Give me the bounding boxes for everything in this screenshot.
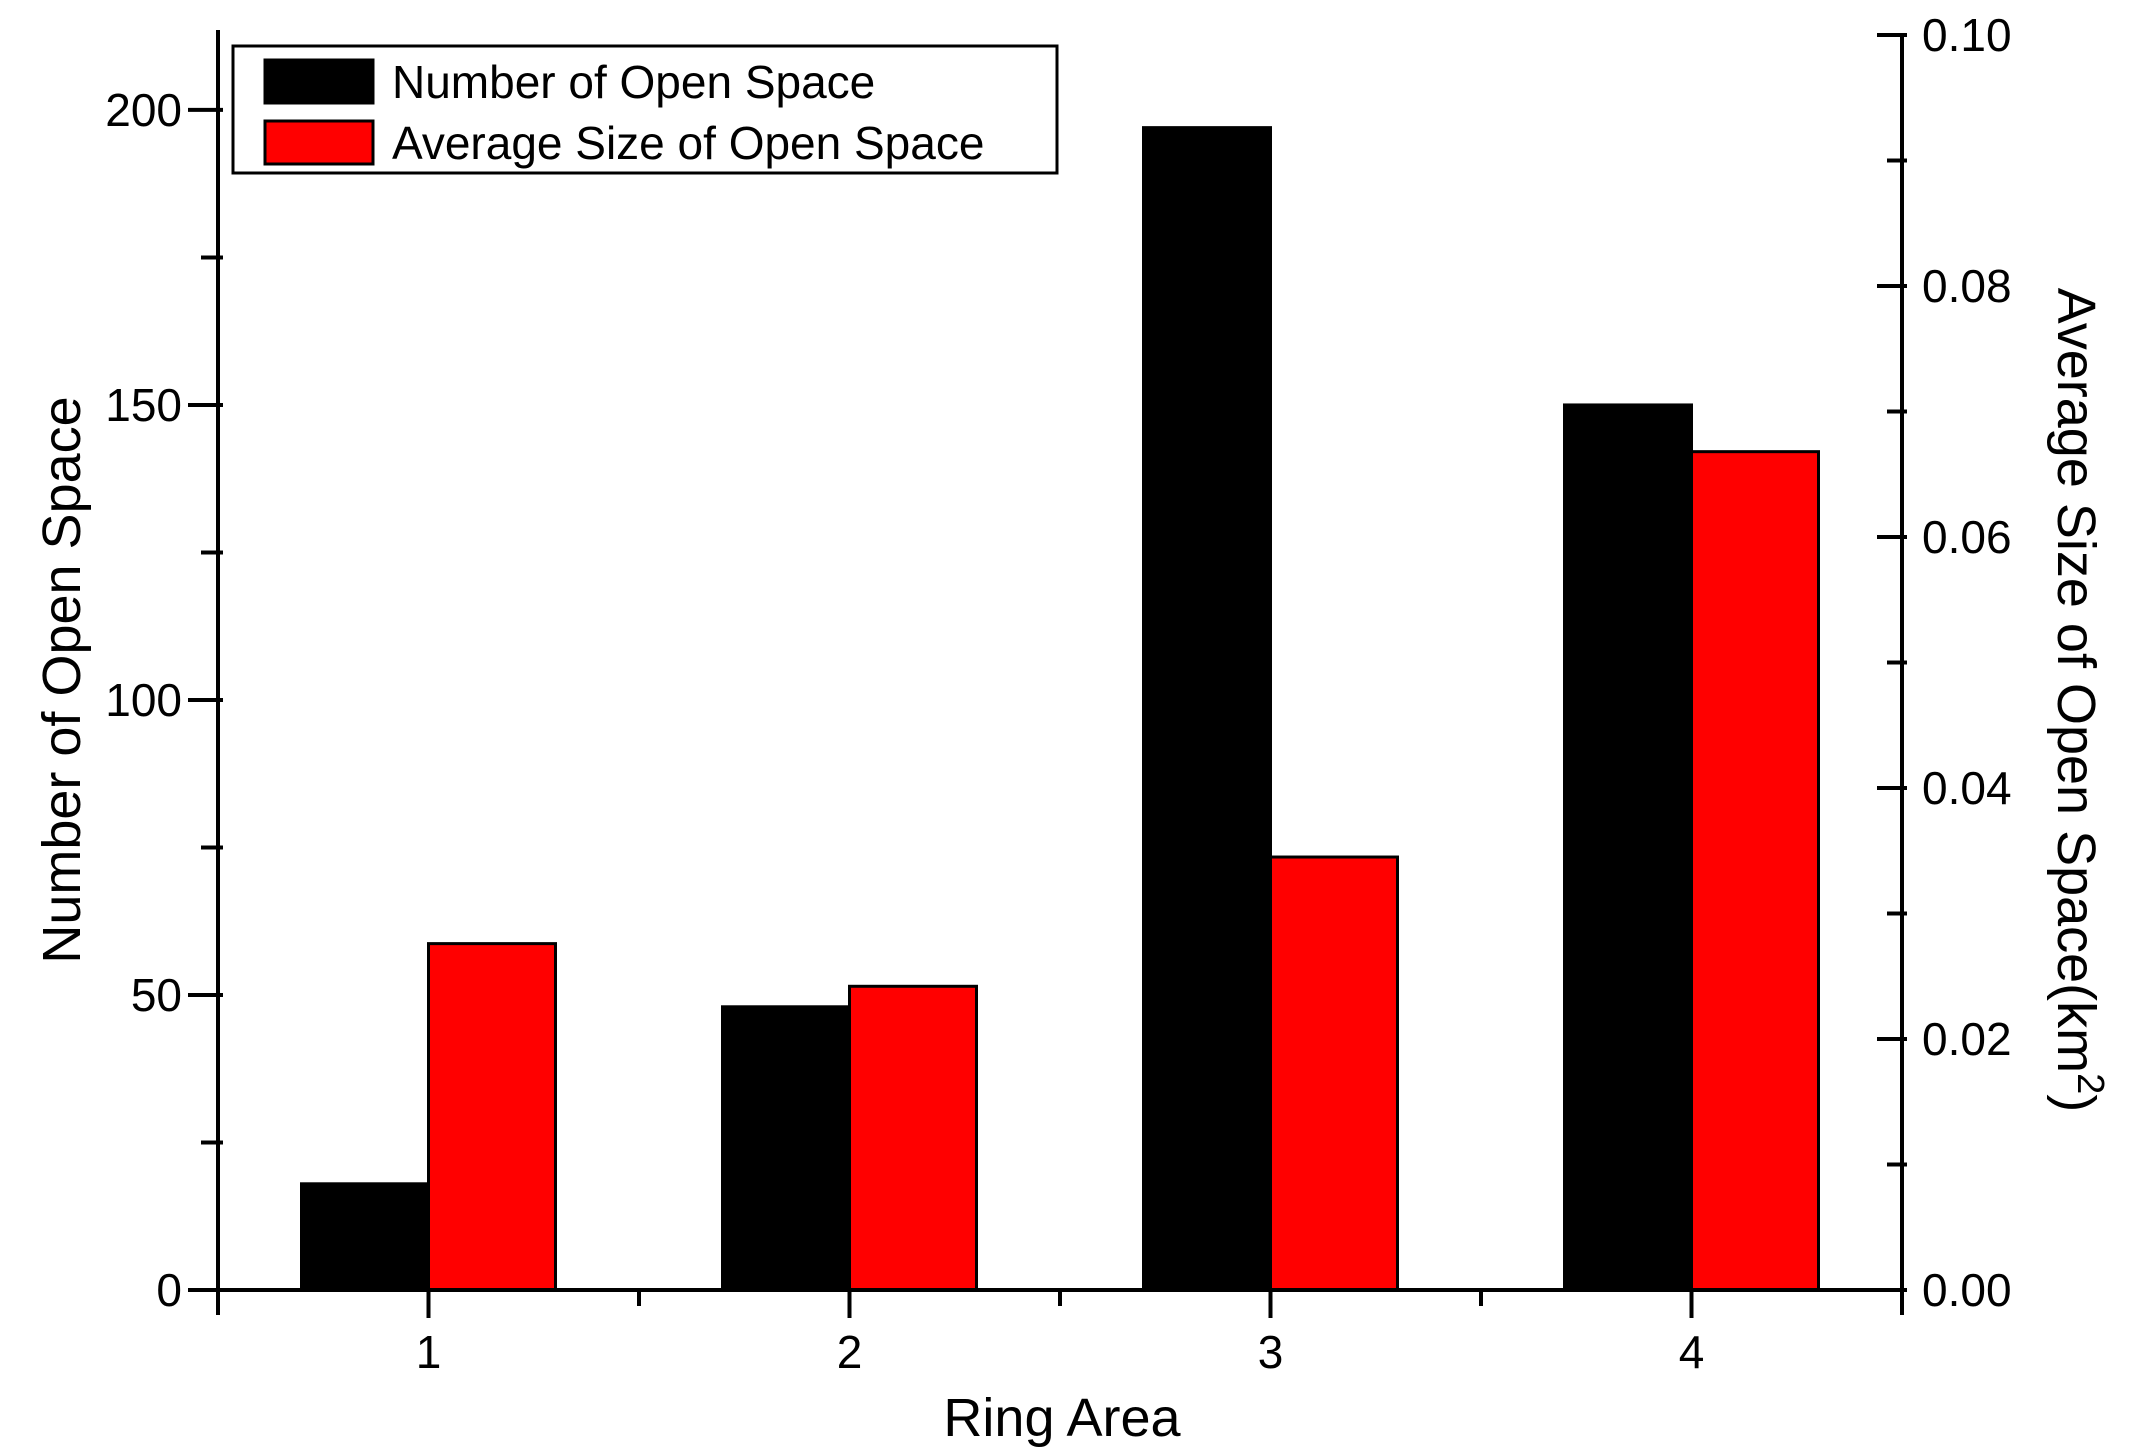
superscript-2: 2 (2069, 1073, 2111, 1094)
x-axis-tick-label: 3 (1258, 1326, 1284, 1378)
bar-number-ring-4 (1563, 403, 1693, 1292)
bar-number-ring-1 (300, 1182, 430, 1292)
right-axis-tick-label: 0.08 (1922, 260, 2012, 312)
bar-avgsize-ring-1 (427, 942, 557, 1292)
legend: Number of Open Space Average Size of Ope… (231, 44, 1059, 175)
left-axis-tick-label: 100 (105, 674, 182, 726)
x-axis-tick-label: 2 (837, 1326, 863, 1378)
right-axis-tick-label: 0.06 (1922, 511, 2012, 563)
left-axis-tick-label: 200 (105, 84, 182, 136)
legend-label-number: Number of Open Space (392, 56, 875, 108)
right-axis-tick-label: 0.02 (1922, 1013, 2012, 1065)
right-axis-title: Average Size of Open Space(km2) (2046, 288, 2111, 1113)
right-axis-tick-label: 0.00 (1922, 1264, 2012, 1316)
bar-number-ring-2 (721, 1005, 851, 1292)
x-axis-tick-label: 4 (1679, 1326, 1705, 1378)
left-axis-tick-label: 50 (131, 969, 182, 1021)
bar-avgsize-ring-2 (848, 984, 978, 1292)
left-axis-tick-label: 150 (105, 379, 182, 431)
bars-layer (300, 126, 1820, 1292)
legend-label-avgsize: Average Size of Open Space (392, 117, 984, 169)
x-axis-tick-label: 1 (416, 1326, 442, 1378)
x-axis-title: Ring Area (943, 1388, 1181, 1448)
bar-avgsize-ring-4 (1690, 450, 1820, 1292)
left-axis-title: Number of Open Space (32, 396, 92, 963)
left-axis-tick-label: 0 (156, 1264, 182, 1316)
right-axis-tick-label: 0.04 (1922, 762, 2012, 814)
right-axis-tick-label: 0.10 (1922, 9, 2012, 61)
legend-swatch-number (263, 58, 375, 105)
axes-layer: 0 50 100 150 200 0.00 0.02 0.04 0.06 0.08 0.10 1 2 3 4 (105, 9, 2011, 1378)
bar-number-ring-3 (1142, 126, 1272, 1292)
legend-swatch-avgsize (263, 119, 375, 166)
bar-avgsize-ring-3 (1269, 855, 1399, 1292)
